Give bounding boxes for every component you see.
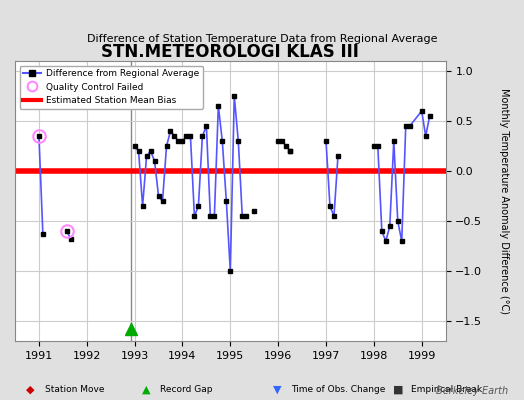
Text: ▼: ▼ [272, 385, 281, 395]
Text: Berkeley Earth: Berkeley Earth [436, 386, 508, 396]
Text: Record Gap: Record Gap [160, 386, 212, 394]
Y-axis label: Monthly Temperature Anomaly Difference (°C): Monthly Temperature Anomaly Difference (… [499, 88, 509, 314]
Text: ▲: ▲ [141, 385, 150, 395]
Legend: Difference from Regional Average, Quality Control Failed, Estimated Station Mean: Difference from Regional Average, Qualit… [19, 66, 203, 109]
Text: Station Move: Station Move [45, 386, 104, 394]
Title: STN.METEOROLOGI KLAS III: STN.METEOROLOGI KLAS III [101, 43, 359, 61]
Text: Empirical Break: Empirical Break [411, 386, 483, 394]
Text: ◆: ◆ [26, 385, 35, 395]
Text: ■: ■ [393, 385, 403, 395]
Text: Difference of Station Temperature Data from Regional Average: Difference of Station Temperature Data f… [87, 34, 437, 44]
Text: Time of Obs. Change: Time of Obs. Change [291, 386, 385, 394]
